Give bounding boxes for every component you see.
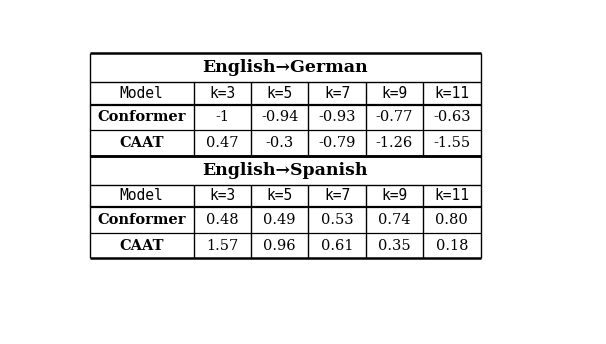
Text: 0.61: 0.61	[321, 239, 353, 252]
Text: 0.96: 0.96	[264, 239, 296, 252]
Text: -1: -1	[215, 110, 229, 124]
Text: 0.53: 0.53	[321, 213, 353, 227]
Text: -0.77: -0.77	[376, 110, 413, 124]
Text: k=9: k=9	[381, 86, 408, 101]
Text: k=5: k=5	[267, 86, 293, 101]
Text: k=3: k=3	[209, 86, 235, 101]
Text: 0.74: 0.74	[378, 213, 411, 227]
Text: k=11: k=11	[435, 189, 469, 203]
Text: Conformer: Conformer	[98, 110, 186, 124]
Text: Conformer: Conformer	[98, 213, 186, 227]
Text: English→Spanish: English→Spanish	[202, 162, 368, 179]
Text: k=7: k=7	[324, 189, 350, 203]
Text: 1.57: 1.57	[206, 239, 238, 252]
Text: k=5: k=5	[267, 189, 293, 203]
Text: Model: Model	[120, 86, 164, 101]
Text: English→German: English→German	[202, 59, 368, 76]
Text: -0.94: -0.94	[261, 110, 298, 124]
Text: -0.63: -0.63	[433, 110, 471, 124]
Text: -0.3: -0.3	[265, 136, 294, 150]
Text: 0.47: 0.47	[206, 136, 239, 150]
Text: k=9: k=9	[381, 189, 408, 203]
Text: -0.79: -0.79	[318, 136, 356, 150]
Text: 0.48: 0.48	[206, 213, 239, 227]
Text: 0.49: 0.49	[264, 213, 296, 227]
Text: CAAT: CAAT	[119, 239, 164, 252]
Text: 0.80: 0.80	[436, 213, 468, 227]
Text: k=11: k=11	[435, 86, 469, 101]
Text: 0.18: 0.18	[436, 239, 468, 252]
Text: CAAT: CAAT	[119, 136, 164, 150]
Text: k=7: k=7	[324, 86, 350, 101]
Text: -1.26: -1.26	[376, 136, 413, 150]
Text: -0.93: -0.93	[318, 110, 356, 124]
Text: -1.55: -1.55	[433, 136, 470, 150]
Text: k=3: k=3	[209, 189, 235, 203]
Text: 0.35: 0.35	[378, 239, 411, 252]
Text: Model: Model	[120, 189, 164, 203]
